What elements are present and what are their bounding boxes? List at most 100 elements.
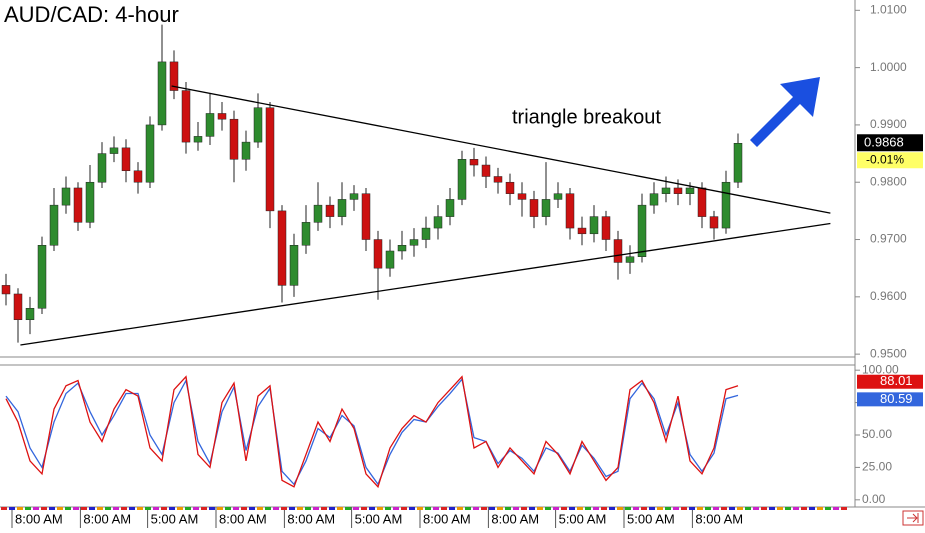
candle-body: [25, 308, 35, 321]
candle-body: [289, 245, 299, 286]
candle-body: [649, 193, 659, 206]
candle-body: [277, 210, 287, 286]
x-tick-label: 5:00 AM: [151, 511, 199, 526]
candle-body: [565, 193, 575, 229]
axis-strip: [169, 507, 175, 510]
candle-body: [445, 199, 455, 217]
value-label-box: [857, 374, 923, 389]
axis-strip: [625, 507, 631, 510]
y-tick-label: 0.9600: [870, 289, 907, 303]
axis-strip: [97, 507, 103, 510]
axis-strip: [193, 507, 199, 510]
axis-strip: [57, 507, 63, 510]
candle-body: [733, 143, 743, 183]
candle-body: [61, 187, 71, 206]
x-tick-label: 8:00 AM: [491, 511, 539, 526]
axis-strip: [769, 507, 775, 510]
candle-body: [481, 164, 491, 177]
axis-strip: [249, 507, 255, 510]
axis-strip: [345, 507, 351, 510]
axis-strip: [369, 507, 375, 510]
x-tick-label: 5:00 AM: [559, 511, 607, 526]
candle-body: [421, 227, 431, 240]
oscillator-line: [5, 375, 739, 489]
value-label: 88.01: [880, 373, 913, 388]
candle-body: [709, 216, 719, 229]
y-tick-label: 0.9900: [870, 117, 907, 131]
axis-strip: [761, 507, 767, 510]
candle-body: [637, 204, 647, 257]
candle-body: [145, 124, 155, 183]
candle-body: [457, 159, 467, 200]
candle-body: [121, 147, 131, 172]
axis-strip: [529, 507, 535, 510]
axis-strip: [505, 507, 511, 510]
candle-body: [373, 239, 383, 269]
axis-strip: [113, 507, 119, 510]
candle-body: [13, 293, 23, 321]
axis-strip: [537, 507, 543, 510]
axis-strip: [577, 507, 583, 510]
axis-strip: [25, 507, 31, 510]
candle-body: [1, 285, 11, 295]
candle-body: [673, 187, 683, 194]
candle-body: [169, 61, 179, 91]
y-tick-label: 0.9700: [870, 232, 907, 246]
y-tick-label: 0.9800: [870, 174, 907, 188]
axis-strip: [681, 507, 687, 510]
x-tick-label: 8:00 AM: [15, 511, 63, 526]
axis-strip: [585, 507, 591, 510]
axis-strip: [185, 507, 191, 510]
axis-strip: [457, 507, 463, 510]
axis-strip: [233, 507, 239, 510]
axis-strip: [393, 507, 399, 510]
axis-strip: [481, 507, 487, 510]
candle-body: [253, 107, 263, 143]
axis-strip: [841, 507, 847, 510]
candle-body: [589, 216, 599, 235]
candle-body: [109, 147, 119, 154]
axis-strip: [353, 507, 359, 510]
candle-body: [553, 193, 563, 200]
candle-body: [301, 222, 311, 246]
axis-strip: [329, 507, 335, 510]
axis-strip: [41, 507, 47, 510]
axis-strip: [569, 507, 575, 510]
axis-strip: [617, 507, 623, 510]
y-tick-label: 0.9500: [870, 346, 907, 360]
axis-strip: [145, 507, 151, 510]
axis-strip: [809, 507, 815, 510]
axis-strip: [65, 507, 71, 510]
axis-strip: [545, 507, 551, 510]
axis-strip: [321, 507, 327, 510]
axis-strip: [137, 507, 143, 510]
candle-body: [337, 199, 347, 217]
axis-strip: [129, 507, 135, 510]
axis-strip: [521, 507, 527, 510]
axis-strip: [273, 507, 279, 510]
axis-strip: [17, 507, 23, 510]
axis-strip: [289, 507, 295, 510]
axis-strip: [641, 507, 647, 510]
candle-body: [433, 216, 443, 229]
x-tick-label: 5:00 AM: [355, 511, 403, 526]
axis-strip: [593, 507, 599, 510]
axis-strip: [401, 507, 407, 510]
candle-body: [181, 90, 191, 143]
axis-strip: [209, 507, 215, 510]
candle-body: [241, 141, 251, 160]
axis-strip: [433, 507, 439, 510]
axis-strip: [361, 507, 367, 510]
scroll-icon: [907, 513, 919, 523]
candle-body: [493, 176, 503, 183]
candle-body: [85, 181, 95, 223]
candle-body: [37, 245, 47, 309]
axis-strip: [153, 507, 159, 510]
axis-strip: [225, 507, 231, 510]
axis-strip: [801, 507, 807, 510]
axis-strip: [721, 507, 727, 510]
candle-body: [517, 193, 527, 200]
candle-body: [349, 193, 359, 200]
